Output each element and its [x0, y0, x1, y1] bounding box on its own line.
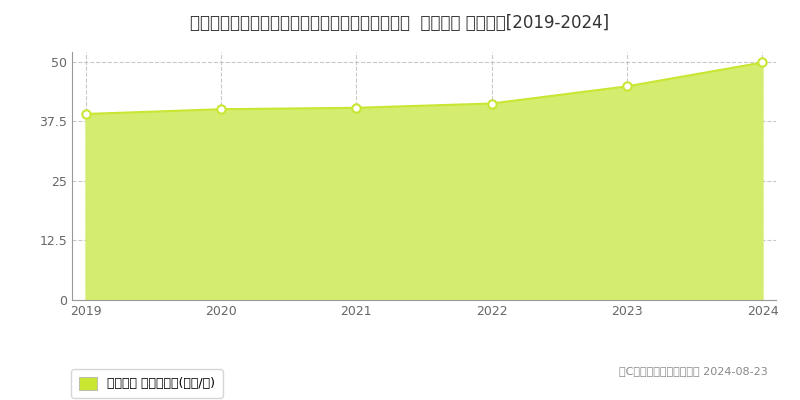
Legend: 地価公示 平均坪単価(万円/坪): 地価公示 平均坪単価(万円/坪): [71, 369, 223, 398]
Text: （C）土地価格ドットコム 2024-08-23: （C）土地価格ドットコム 2024-08-23: [619, 366, 768, 376]
Text: 兵庫県明石市大久保町ゆりのき通２丁目１５番１  地価公示 地価推移[2019-2024]: 兵庫県明石市大久保町ゆりのき通２丁目１５番１ 地価公示 地価推移[2019-20…: [190, 14, 610, 32]
